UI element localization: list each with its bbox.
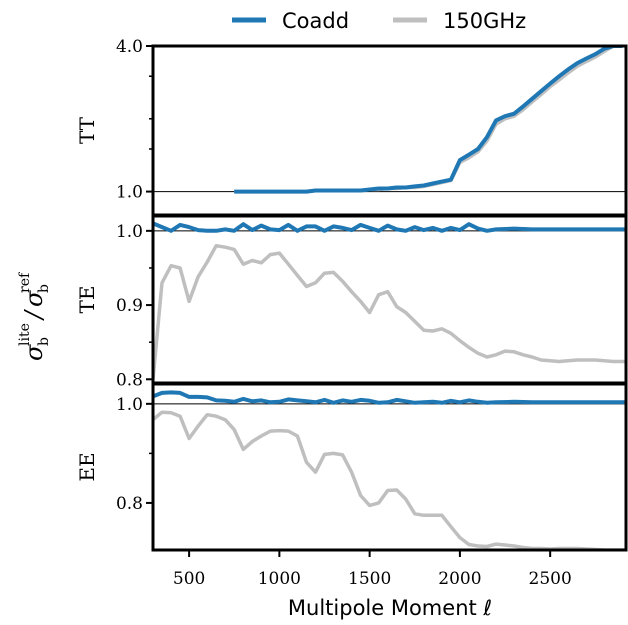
series-coadd-line bbox=[153, 221, 626, 233]
x-tick-label: 500 bbox=[173, 569, 205, 589]
panel-te: 0.8 0.9 1.0 TE bbox=[75, 214, 628, 390]
y-axis-label: σ lite b / σ ref b bbox=[17, 271, 52, 361]
x-tick-label: 2500 bbox=[529, 569, 572, 589]
panel-ee: 0.8 1.0 EE bbox=[75, 382, 628, 557]
svg-text:b: b bbox=[36, 284, 52, 293]
panel-label-te: TE bbox=[75, 286, 99, 314]
panel-label-ee: EE bbox=[75, 452, 99, 481]
svg-text:ref: ref bbox=[17, 271, 33, 293]
series-150ghz-line bbox=[153, 410, 626, 550]
y-tick-label: 1.0 bbox=[116, 183, 143, 203]
y-tick-label: 1.0 bbox=[116, 222, 143, 242]
panel-tt: 1.0 4.0 TT bbox=[75, 37, 628, 217]
series-150ghz-line bbox=[153, 243, 626, 380]
svg-text:/: / bbox=[20, 308, 48, 321]
y-tick-label: 4.0 bbox=[116, 37, 143, 57]
legend-label-150ghz: 150GHz bbox=[443, 9, 526, 33]
x-tick-labels: 500 1000 1500 2000 2500 bbox=[173, 569, 572, 589]
plot-frame bbox=[151, 214, 628, 385]
x-tick-label: 1500 bbox=[348, 569, 391, 589]
series-coadd-line bbox=[234, 46, 623, 194]
y-tick-label: 0.9 bbox=[116, 296, 143, 316]
svg-text:b: b bbox=[36, 337, 52, 346]
series-150ghz-line bbox=[234, 46, 623, 194]
x-tick-label: 2000 bbox=[438, 569, 481, 589]
legend-label-coadd: Coadd bbox=[282, 9, 349, 33]
x-tick-label: 1000 bbox=[258, 569, 301, 589]
x-axis-label: Multipole Moment ℓ bbox=[288, 596, 492, 620]
y-tick-label: 0.8 bbox=[116, 370, 143, 390]
legend: Coadd 150GHz bbox=[232, 9, 526, 33]
series-coadd-line bbox=[153, 390, 626, 405]
svg-text:σ: σ bbox=[20, 344, 48, 361]
panels: 1.0 4.0 TT 0.8 0.9 1.0 TE 0.8 1.0 EE bbox=[75, 37, 628, 557]
y-tick-label: 1.0 bbox=[116, 395, 143, 415]
svg-text:lite: lite bbox=[17, 323, 33, 346]
panel-label-tt: TT bbox=[75, 116, 99, 144]
plot-frame bbox=[151, 382, 628, 552]
y-tick-label: 0.8 bbox=[116, 494, 143, 514]
svg-text:σ: σ bbox=[20, 290, 48, 307]
